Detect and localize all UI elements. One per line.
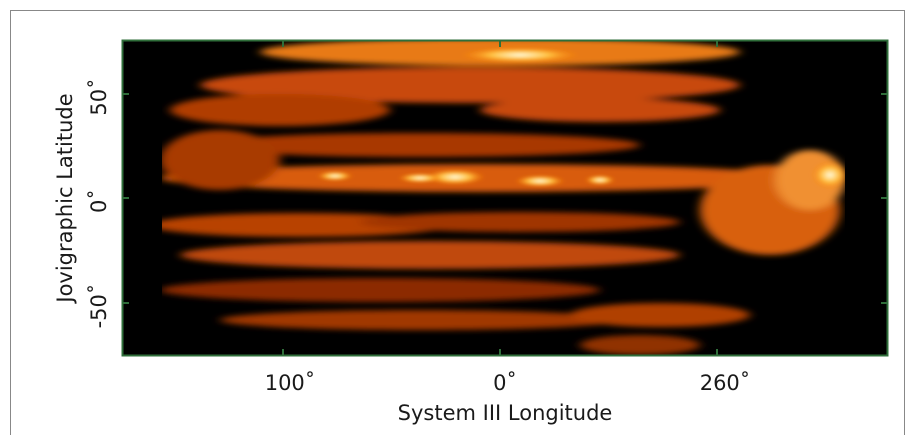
x-axis-label: System III Longitude [398,401,613,425]
tick-marks [122,40,888,356]
y-tick-label: 0˚ [87,189,111,213]
x-tick-label: 0˚ [493,371,517,395]
x-tick-label: 100˚ [265,371,316,395]
y-tick-label: 50˚ [87,78,111,115]
jupiter-map [123,41,887,355]
panel-border [10,10,905,435]
x-tick-label: 260˚ [700,371,751,395]
y-tick-label: -50˚ [87,284,111,329]
y-axis-label: Jovigraphic Latitude [53,93,77,304]
